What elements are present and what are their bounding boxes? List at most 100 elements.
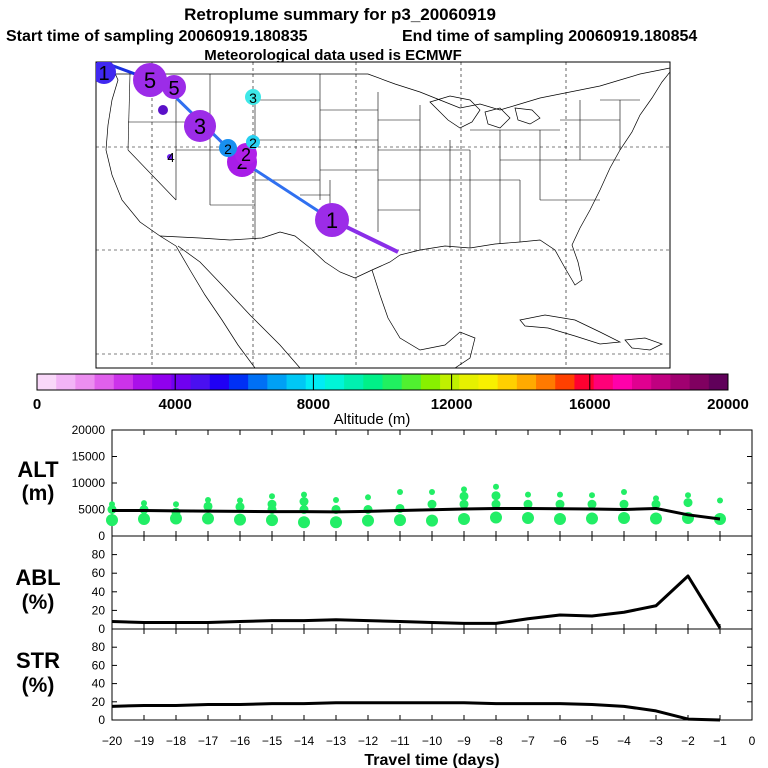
alt-point [235, 502, 245, 512]
y-tick-label: 60 [92, 566, 106, 580]
colorbar-cell [248, 374, 268, 390]
plume-point [315, 203, 349, 237]
colorbar-cell [344, 374, 364, 390]
x-tick-label: −2 [681, 734, 695, 748]
alt-point [586, 512, 598, 525]
x-tick-label: −13 [326, 734, 347, 748]
colorbar-cell [267, 374, 288, 390]
alt-point [202, 512, 214, 525]
mexico-gulf-coast [371, 269, 476, 368]
plume-point-label: 2 [249, 135, 257, 151]
colorbar-cell [612, 374, 633, 390]
colorbar-cells [37, 374, 729, 390]
alt-point [555, 499, 565, 509]
y-tick-label: 40 [92, 677, 106, 691]
y-tick-label: 0 [98, 529, 105, 543]
colorbar-cell [132, 374, 153, 390]
x-tick-label: −4 [617, 734, 631, 748]
x-tick-label: −1 [713, 734, 727, 748]
colorbar-cell [228, 374, 249, 390]
colorbar-frame [36, 373, 729, 391]
x-tick-label: −18 [166, 734, 187, 748]
plume-point [96, 62, 116, 84]
great-lakes [429, 95, 541, 129]
alt-point [557, 491, 563, 498]
alt-point [330, 516, 342, 529]
colorbar-cell [401, 374, 422, 390]
alt-point [266, 514, 278, 527]
colorbar-cell [190, 374, 211, 390]
alt-point [459, 499, 469, 509]
alt-point [461, 486, 467, 493]
colorbar-cell [113, 374, 134, 390]
colorbar-cell [689, 374, 710, 390]
alt-point [522, 511, 534, 524]
alt-point [141, 500, 147, 507]
panel-alt: 0 5000 10000 15000 20000 [72, 423, 753, 543]
x-tick-labels: −20 −19 −18 −17 −16 −15 −14 −13 −12 −11 −10 −9 −8 −7−… [102, 734, 756, 748]
y-tick-label: 20 [92, 603, 106, 617]
alt-point [429, 489, 435, 496]
alt-point [685, 492, 691, 499]
plume-point-label: 3 [194, 114, 206, 139]
x-tick-label: −3 [649, 734, 663, 748]
y-tick-label: 40 [92, 585, 106, 599]
y-tick-label: 80 [92, 548, 106, 562]
y-tick-label: 0 [98, 713, 105, 727]
west-coast [105, 62, 177, 247]
plume-points: 1 2 2 2 2 3 3 4 5 5 1 [96, 62, 349, 237]
alt-point [365, 494, 371, 501]
alt-point [394, 514, 406, 527]
plume-point [246, 135, 260, 149]
colorbar-cell [440, 374, 460, 390]
alt-point [621, 489, 627, 496]
alt-point [491, 499, 501, 509]
map-graticule [96, 62, 670, 368]
start-time-label: Start time of sampling 20060919.180835 [6, 28, 308, 45]
alt-point [650, 512, 662, 525]
alt-point [459, 491, 469, 501]
colorbar-cell [420, 374, 441, 390]
colorbar-cell [152, 374, 172, 390]
colorbar-tick-label: 0 [33, 396, 41, 413]
alt-point [427, 499, 437, 509]
plume-point-label: 2 [224, 141, 232, 157]
y-tick-label: 60 [92, 658, 106, 672]
x-tick-label: −19 [134, 734, 155, 748]
colorbar-cell [670, 374, 691, 390]
abl-ylabel: ABL [15, 565, 60, 590]
x-tick-label: −17 [198, 734, 219, 748]
alt-point [589, 492, 595, 499]
colorbar-cell [497, 374, 518, 390]
x-axis-title: Travel time (days) [364, 752, 499, 768]
colorbar-cell [651, 374, 671, 390]
x-tick-label: −16 [230, 734, 251, 748]
x-tick-label: 0 [749, 734, 756, 748]
x-tick-label: −12 [358, 734, 379, 748]
plume-point-label: 4 [167, 150, 174, 165]
panel-abl: 0 20 40 60 80 [92, 536, 753, 636]
plume-point-label: 2 [241, 145, 251, 165]
alt-point [683, 498, 693, 508]
plume-point-small [158, 105, 168, 115]
x-tick-label: −8 [489, 734, 503, 748]
plume-point [245, 89, 261, 105]
abl-ylabel-unit: (%) [22, 591, 55, 614]
map-frame [95, 61, 671, 369]
alt-point [458, 513, 470, 526]
x-tick-label: −20 [102, 734, 123, 748]
alt-point [653, 495, 659, 502]
alt-point [234, 513, 246, 526]
x-tick-label: −14 [294, 734, 315, 748]
alt-point [717, 497, 723, 504]
alt-ylabel: ALT [17, 457, 59, 482]
alt-point [333, 496, 339, 503]
abl-series-line [111, 574, 722, 629]
colorbar-cell [324, 374, 345, 390]
alt-point [491, 491, 501, 501]
colorbar-cell [94, 374, 115, 390]
colorbar-cell [37, 374, 57, 390]
x-tick-label: −9 [457, 734, 471, 748]
met-data-label: Meteorological data used is ECMWF [204, 47, 462, 64]
figure-title: Retroplume summary for p3_20060919 [184, 5, 496, 24]
